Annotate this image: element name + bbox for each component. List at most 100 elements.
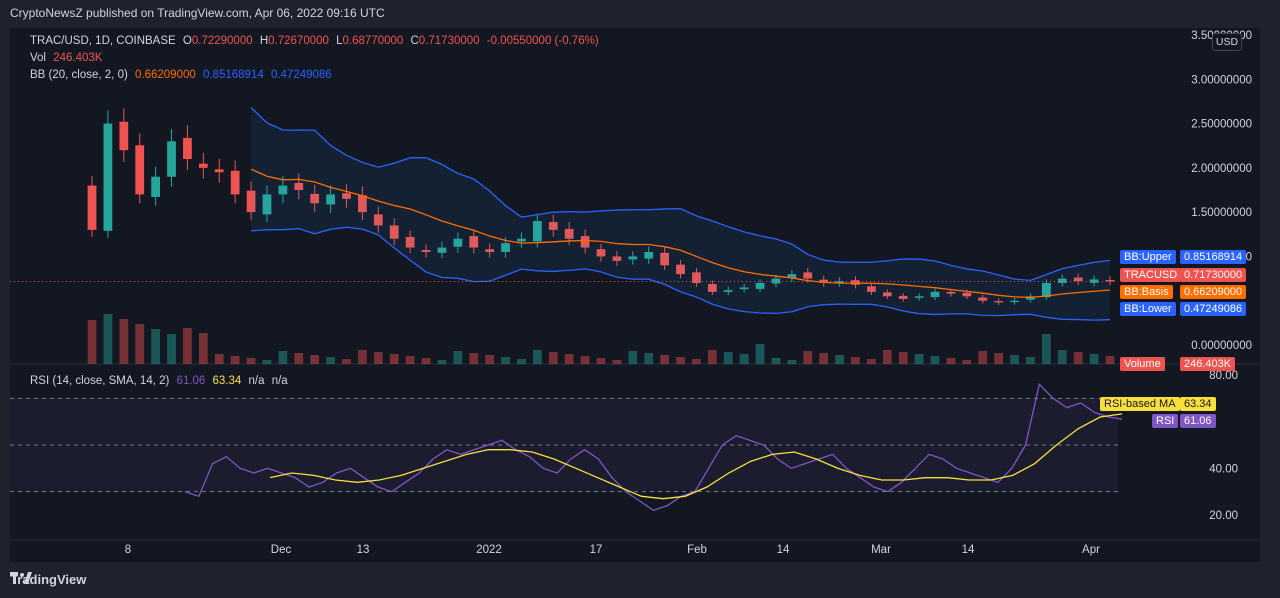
rsi-tick-label: 20.00 [1209,510,1238,522]
rsi-tag-name: RSI [1152,414,1179,428]
price-tag-name: BB:Basis [1120,285,1173,299]
high-label: H [259,35,269,47]
volume-bar [278,351,288,364]
chart-canvas[interactable]: 3.500000003.000000002.500000002.00000000… [10,28,1260,562]
candle-body [183,137,192,159]
price-tag-value: 246.403K [1180,357,1236,371]
volume-bar [87,320,97,364]
candle-body [198,163,208,168]
rsi-ma-value: 63.34 [212,375,242,387]
volume-bar [198,333,208,364]
volume-bar [994,353,1004,364]
symbol-label[interactable]: TRAC/USD, 1D, COINBASE [30,35,176,47]
candle-body [962,292,972,297]
volume-bar [183,328,192,364]
candle-body [1057,278,1067,283]
price-tick-label: 2.00000000 [1191,163,1252,175]
volume-bar [326,357,335,364]
price-tag-value: 0.47249086 [1180,302,1247,316]
volume-bar [453,351,463,364]
volume-bar [914,354,924,364]
volume-bar [851,357,860,364]
candle-body [851,280,860,285]
candle-body [358,195,367,213]
volume-legend[interactable]: Vol 246.403K [30,52,106,64]
x-axis-label: Dec [271,544,292,556]
candle-body [707,284,717,292]
x-axis-label: Apr [1082,544,1100,556]
candle-body [533,221,542,242]
volume-bar [1073,352,1083,364]
volume-bar [1042,334,1051,364]
price-tick-label: 2.50000000 [1191,119,1252,131]
volume-bar [771,358,781,364]
volume-bar [533,350,542,364]
volume-bar [373,352,383,364]
bb-legend[interactable]: BB (20, close, 2, 0) 0.66209000 0.851689… [30,69,336,81]
volume-bar [421,358,431,364]
volume-bar [596,358,606,364]
chart-frame[interactable]: 3.500000003.000000002.500000002.00000000… [10,28,1260,562]
x-axis-label: 13 [357,544,370,556]
candle-body [294,182,304,190]
volume-bar [501,357,510,364]
x-axis-label: 14 [777,544,790,556]
rsi-tag-value: 61.06 [1180,414,1216,428]
volume-bar [978,351,988,364]
candle-body [453,238,463,247]
candle-body [692,272,701,283]
volume-bar [214,354,224,364]
candle-body [246,190,256,213]
volume-bar [358,350,367,364]
volume-bar [803,351,813,364]
volume-bar [628,351,638,364]
footer-brand[interactable]: TradingView [10,572,86,587]
bb-lower-value: 0.47249086 [270,69,332,81]
candle-body [214,169,224,173]
volume-bar [739,354,749,364]
price-tag-name: TRACUSD [1120,268,1182,282]
volume-bar [660,355,669,364]
volume-bar [548,352,558,364]
volume-bar [262,360,272,364]
candle-body [389,225,399,239]
candle-body [723,290,733,292]
candle-body [167,141,176,177]
candle-body [1105,280,1115,282]
price-tick-label: 0.00000000 [1191,340,1252,352]
bb-lower-line [251,226,1111,321]
volume-bar [469,353,479,364]
volume-bar [167,334,176,364]
volume-bar [437,360,447,364]
volume-bar [1010,355,1019,364]
candle-body [612,256,622,261]
candle-body [326,194,335,205]
candle-body [930,291,940,298]
candle-body [596,249,606,257]
candle-body [262,194,272,215]
volume-bar [676,357,685,364]
rsi-line [184,383,1123,512]
volume-bar [723,352,733,364]
candle-body [803,272,813,279]
candle-body [151,176,160,197]
low-value: 0.68770000 [342,35,404,47]
symbol-legend[interactable]: TRAC/USD, 1D, COINBASE O0.72290000 H0.72… [30,35,603,47]
price-tick-label: 1.50000000 [1191,207,1252,219]
candle-body [676,264,685,275]
open-label: O [182,35,192,47]
candle-body [87,185,97,230]
volume-bar [962,360,972,364]
x-axis-label: 2022 [476,544,502,556]
rsi-legend[interactable]: RSI (14, close, SMA, 14, 2) 61.06 63.34 … [30,375,292,387]
volume-bar [580,356,590,364]
candle-body [103,123,113,231]
volume-bar [342,359,351,364]
rsi-label: RSI (14, close, SMA, 14, 2) [30,375,170,387]
volume-value: 246.403K [53,52,103,64]
currency-button[interactable]: USD [1212,33,1242,51]
volume-bar [103,314,113,364]
bb-upper-line [250,107,1111,282]
candle-body [819,279,829,283]
volume-bar [517,359,526,364]
